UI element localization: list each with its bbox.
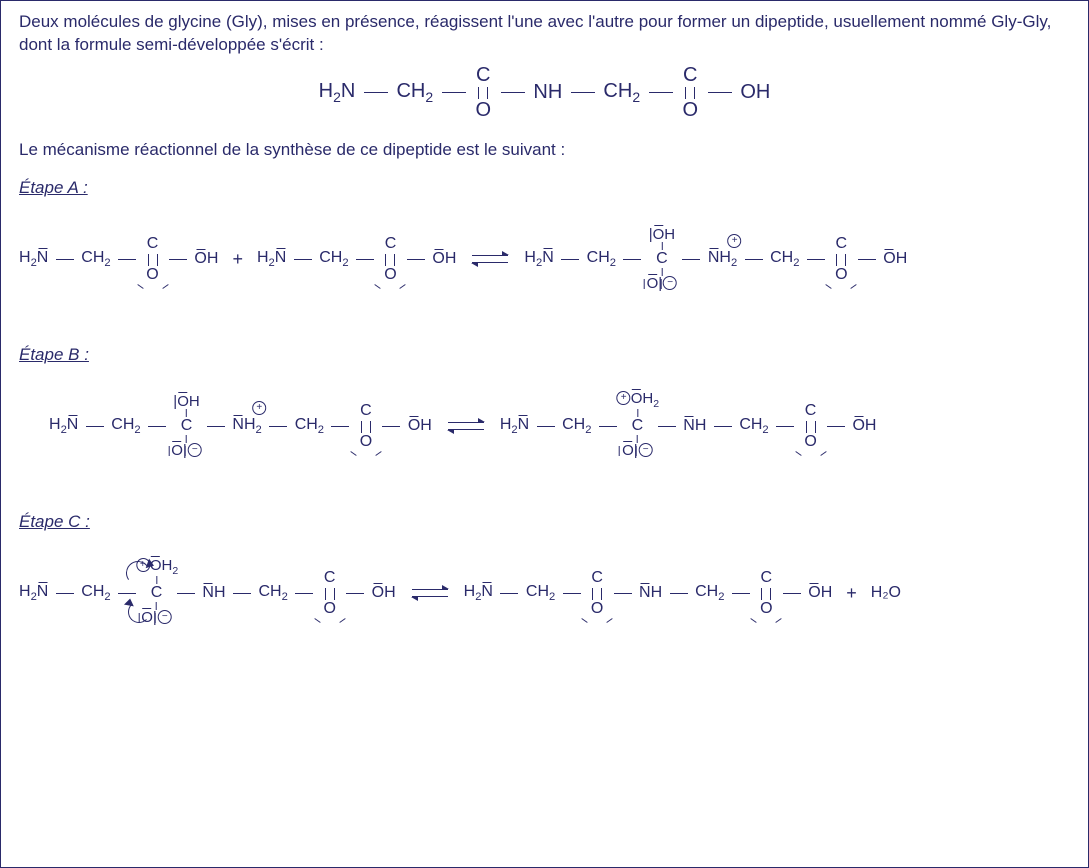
carbonyl-group: CO (474, 65, 492, 120)
tetrahedral-carbon: |OH C O|− (649, 251, 675, 267)
product-intermediate-1: H2N CH2 |OH C O|− NH2 + CH2 C O OH (524, 236, 907, 283)
plus-sign: + (232, 249, 243, 270)
product-gly-gly: H2N CH2 C O NH CH2 C O OH (464, 570, 833, 617)
intro-paragraph: Deux molécules de glycine (Gly), mises e… (19, 11, 1070, 57)
reactant-intermediate-1: H2N CH2 |OH C O|− NH2 + CH2 C O OH (49, 403, 432, 450)
reactant-glycine-1: H2N CH2 C O OH (19, 236, 218, 283)
plus-sign: + (846, 583, 857, 604)
step-a-title: Étape A : (19, 178, 1070, 198)
reactant-glycine-2: H2N CH2 C O OH (257, 236, 456, 283)
step-b-reaction: H2N CH2 |OH C O|− NH2 + CH2 C O OH (19, 375, 1070, 494)
step-b-title: Étape B : (19, 345, 1070, 365)
equilibrium-arrow (472, 251, 508, 267)
step-c-title: Étape C : (19, 512, 1070, 532)
equilibrium-arrow (412, 585, 448, 601)
dipeptide-formula: H2N CH2 CO NH CH2 CO OH (19, 65, 1070, 120)
product-intermediate-2: H2N CH2 +OH2 C O|− NH CH2 C O OH (500, 403, 877, 450)
reactant-intermediate-2: H2N CH2 +OH2 C O|− NH CH2 C (19, 570, 396, 617)
product-water: H₂O (871, 585, 901, 601)
mechanism-intro: Le mécanisme réactionnel de la synthèse … (19, 140, 1070, 160)
step-c-reaction: H2N CH2 +OH2 C O|− NH CH2 C (19, 542, 1070, 661)
equilibrium-arrow (448, 418, 484, 434)
curved-arrow-bottom (128, 601, 150, 623)
step-a-reaction: H2N CH2 C O OH + H2N CH2 C O OH H2N (19, 208, 1070, 327)
exercise-page: Deux molécules de glycine (Gly), mises e… (0, 0, 1089, 868)
